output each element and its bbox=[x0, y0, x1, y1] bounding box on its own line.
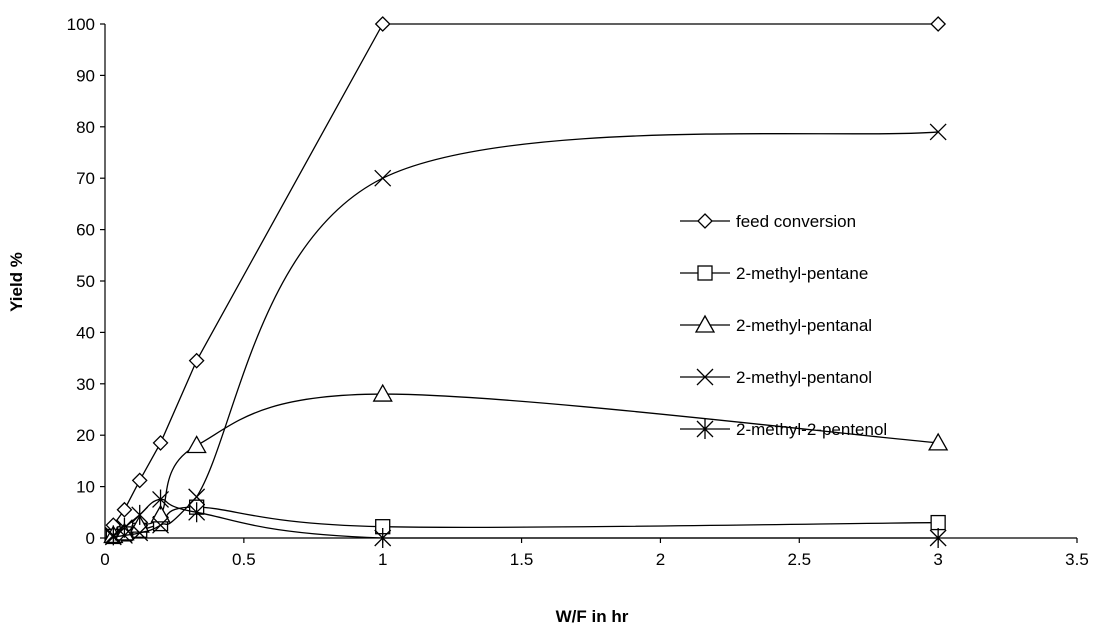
data-point bbox=[188, 502, 206, 523]
y-axis-title: Yield % bbox=[7, 252, 26, 312]
y-tick-label: 50 bbox=[76, 272, 95, 291]
data-point bbox=[374, 16, 391, 32]
legend-marker bbox=[697, 265, 713, 281]
y-tick-label: 80 bbox=[76, 118, 95, 137]
data-point bbox=[152, 516, 170, 534]
data-point bbox=[150, 504, 171, 523]
data-point bbox=[115, 517, 133, 538]
x-tick-label: 0.5 bbox=[232, 550, 256, 569]
x-tick-label: 2.5 bbox=[787, 550, 811, 569]
data-point bbox=[186, 435, 207, 454]
series-feed-conversion bbox=[105, 16, 947, 534]
x-tick-label: 3.5 bbox=[1065, 550, 1089, 569]
legend-item: 2-methyl-2-pentenol bbox=[680, 419, 887, 439]
y-tick-label: 60 bbox=[76, 221, 95, 240]
legend-label: 2-methyl-pentanal bbox=[736, 316, 872, 335]
data-point bbox=[930, 514, 946, 531]
data-point bbox=[372, 383, 393, 402]
y-tick-label: 40 bbox=[76, 323, 95, 342]
series-line bbox=[112, 498, 939, 539]
data-point bbox=[930, 16, 947, 32]
data-point bbox=[152, 434, 169, 451]
x-tick-label: 3 bbox=[933, 550, 942, 569]
legend-label: 2-methyl-pentanol bbox=[736, 368, 872, 387]
axes: 0 10 20 30 40 50 60 70 80 90 100 0 0.5 1 1.5 2 2.5 3 3.5 bbox=[67, 15, 1089, 569]
series-2-methyl-pentane bbox=[105, 499, 946, 545]
data-point bbox=[152, 489, 170, 510]
legend-marker bbox=[697, 213, 713, 229]
data-point bbox=[104, 525, 122, 546]
legend-item: 2-methyl-pentanal bbox=[680, 314, 872, 335]
data-point bbox=[929, 123, 947, 141]
legend-item: feed conversion bbox=[680, 212, 856, 231]
legend-label: 2-methyl-pentane bbox=[736, 264, 868, 283]
data-point bbox=[188, 352, 205, 369]
legend-label: feed conversion bbox=[736, 212, 856, 231]
legend-marker bbox=[696, 368, 714, 386]
legend-marker bbox=[694, 314, 716, 333]
legend: feed conversion 2-methyl-pentane 2-methyl-… bbox=[680, 212, 887, 439]
data-point bbox=[374, 169, 392, 187]
x-tick-label: 2 bbox=[656, 550, 665, 569]
data-point bbox=[116, 501, 133, 518]
y-tick-label: 100 bbox=[67, 15, 95, 34]
data-point bbox=[928, 432, 949, 451]
x-tick-label: 1 bbox=[378, 550, 387, 569]
series-layer bbox=[103, 16, 949, 548]
y-tick-label: 70 bbox=[76, 169, 95, 188]
x-axis-title: W/F in hr bbox=[556, 607, 629, 626]
x-tick-label: 1.5 bbox=[510, 550, 534, 569]
y-tick-label: 20 bbox=[76, 426, 95, 445]
x-tick-label: 0 bbox=[100, 550, 109, 569]
data-point bbox=[188, 488, 206, 506]
data-point bbox=[374, 528, 392, 548]
data-point bbox=[929, 528, 947, 548]
y-tick-label: 0 bbox=[86, 529, 95, 548]
data-point bbox=[131, 504, 149, 525]
y-tick-label: 10 bbox=[76, 478, 95, 497]
series-2-methyl-2-pentenol bbox=[104, 489, 947, 548]
y-tick-label: 90 bbox=[76, 66, 95, 85]
legend-label: 2-methyl-2-pentenol bbox=[736, 420, 887, 439]
series-line bbox=[113, 393, 939, 537]
legend-marker bbox=[696, 419, 714, 439]
legend-item: 2-methyl-pentanol bbox=[680, 368, 872, 387]
data-point bbox=[131, 524, 149, 542]
data-point bbox=[131, 472, 148, 489]
legend-item: 2-methyl-pentane bbox=[680, 264, 868, 283]
y-tick-label: 30 bbox=[76, 375, 95, 394]
